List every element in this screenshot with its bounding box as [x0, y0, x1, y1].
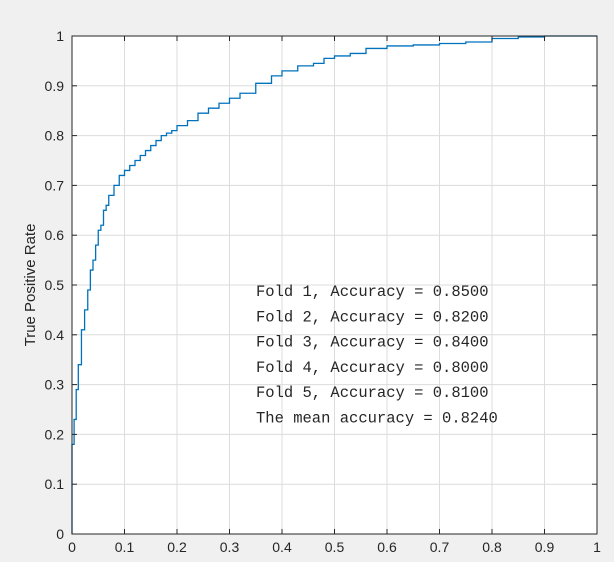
x-tick-label: 0.8: [482, 539, 502, 555]
x-tick-label: 0: [68, 539, 76, 555]
x-tick-label: 0.4: [272, 539, 292, 555]
y-tick-label: 0: [56, 526, 64, 542]
y-tick-label: 1: [56, 28, 64, 44]
annotation-line: Fold 1, Accuracy = 0.8500: [256, 283, 489, 301]
x-tick-label: 0.5: [325, 539, 345, 555]
annotation-box: Fold 1, Accuracy = 0.8500 Fold 2, Accurac…: [256, 283, 498, 428]
y-tick-label: 0.7: [45, 177, 65, 193]
x-tick-label: 0.6: [377, 539, 397, 555]
annotation-line: Fold 5, Accuracy = 0.8100: [256, 384, 489, 402]
x-tick-label: 1: [593, 539, 601, 555]
annotation-line: Fold 4, Accuracy = 0.8000: [256, 359, 489, 377]
x-tick-label: 0.3: [220, 539, 240, 555]
series-layer: [71, 35, 597, 534]
y-tick-label: 0.6: [45, 227, 65, 243]
y-axis-label: True Positive Rate: [22, 224, 39, 347]
y-tick-labels: 0 0.1 0.2 0.3 0.4 0.5 0.6 0.7 0.8 0.9 1: [45, 28, 65, 542]
x-tick-labels: 0 0.1 0.2 0.3 0.4 0.5 0.6 0.7 0.8 0.9 1: [68, 539, 601, 555]
y-tick-label: 0.3: [45, 377, 65, 393]
x-tick-label: 0.9: [535, 539, 555, 555]
annotation-line: Fold 3, Accuracy = 0.8400: [256, 334, 489, 352]
y-tick-label: 0.9: [45, 78, 65, 94]
roc-curve-line: [71, 35, 597, 534]
y-tick-label: 0.4: [45, 327, 65, 343]
y-tick-label: 0.1: [45, 476, 65, 492]
y-tick-label: 0.8: [45, 128, 65, 144]
x-tick-label: 0.2: [167, 539, 187, 555]
y-tick-label: 0.5: [45, 277, 65, 293]
annotation-line: The mean accuracy = 0.8240: [256, 410, 498, 428]
ticks: [71, 35, 598, 535]
x-tick-label: 0.7: [430, 539, 450, 555]
y-tick-label: 0.2: [45, 426, 65, 442]
annotation-line: Fold 2, Accuracy = 0.8200: [256, 308, 489, 326]
x-tick-label: 0.1: [115, 539, 135, 555]
